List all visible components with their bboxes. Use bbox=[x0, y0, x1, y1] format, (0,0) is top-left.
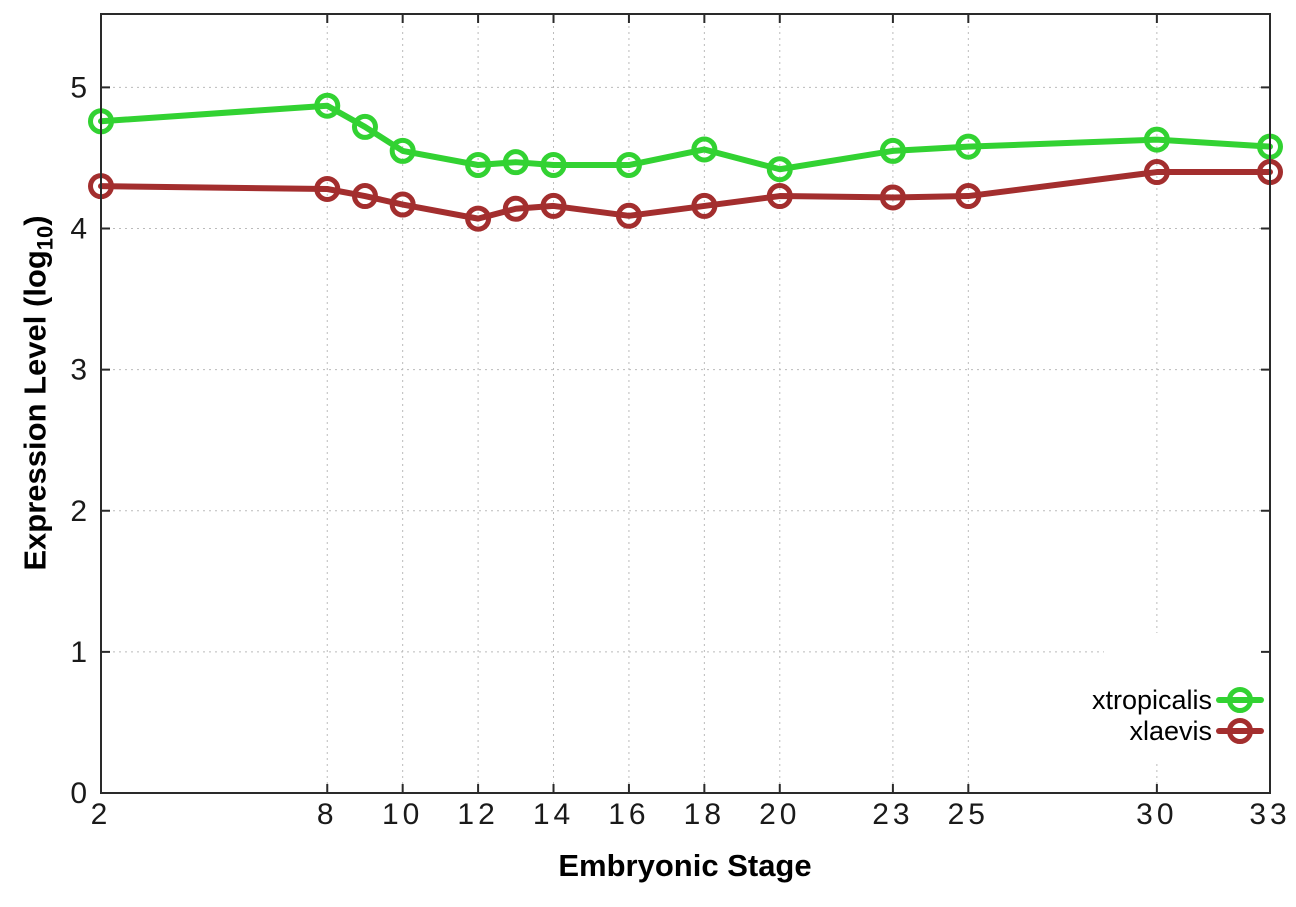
data-point-xtropicalis bbox=[502, 149, 529, 176]
legend-sample-marker-xtropicalis bbox=[1227, 687, 1253, 713]
x-tick-label: 23 bbox=[872, 798, 913, 831]
y-tick-label: 4 bbox=[70, 213, 87, 246]
x-tick-label: 20 bbox=[759, 798, 800, 831]
legend-sample-marker-xlaevis bbox=[1227, 718, 1253, 744]
data-point-xlaevis bbox=[465, 205, 492, 232]
data-point-xlaevis bbox=[314, 175, 341, 202]
data-point-xtropicalis bbox=[389, 137, 416, 164]
y-tick-label: 2 bbox=[70, 495, 87, 528]
data-point-xtropicalis bbox=[1143, 126, 1170, 153]
data-point-xlaevis bbox=[389, 191, 416, 218]
x-tick-label: 14 bbox=[533, 798, 574, 831]
x-tick-label: 12 bbox=[457, 798, 498, 831]
y-axis-title-subscript: 10 bbox=[32, 225, 58, 251]
data-point-xlaevis bbox=[955, 183, 982, 210]
y-tick-label: 1 bbox=[70, 636, 87, 669]
data-point-xtropicalis bbox=[955, 133, 982, 160]
data-point-xlaevis bbox=[502, 195, 529, 222]
data-point-xtropicalis bbox=[540, 152, 567, 179]
data-point-xlaevis bbox=[691, 192, 718, 219]
x-tick-label: 10 bbox=[382, 798, 423, 831]
data-point-xlaevis bbox=[1143, 159, 1170, 186]
legend-label-xtropicalis: xtropicalis bbox=[1092, 685, 1212, 715]
data-point-xtropicalis bbox=[615, 152, 642, 179]
x-tick-label: 2 bbox=[91, 798, 112, 831]
series-line-xlaevis bbox=[98, 169, 1273, 222]
data-point-xlaevis bbox=[351, 183, 378, 210]
data-point-xtropicalis bbox=[766, 156, 793, 183]
x-tick-label: 16 bbox=[608, 798, 649, 831]
series-line-xtropicalis bbox=[98, 102, 1273, 173]
data-point-xtropicalis bbox=[879, 137, 906, 164]
data-point-xtropicalis bbox=[351, 113, 378, 140]
data-point-xlaevis bbox=[540, 192, 567, 219]
data-point-xlaevis bbox=[766, 183, 793, 210]
x-axis-title: Embryonic Stage bbox=[558, 848, 812, 883]
plot-border bbox=[100, 13, 1271, 794]
x-tick-label: 30 bbox=[1136, 798, 1177, 831]
data-point-xtropicalis bbox=[465, 152, 492, 179]
legend-label-xlaevis: xlaevis bbox=[1129, 716, 1212, 746]
y-tick-label: 5 bbox=[70, 71, 87, 104]
data-point-xlaevis bbox=[615, 202, 642, 229]
x-tick-label: 33 bbox=[1249, 798, 1290, 831]
x-tick-label: 8 bbox=[317, 798, 338, 831]
x-tick-label: 18 bbox=[684, 798, 725, 831]
y-axis-title-suffix: ) bbox=[17, 215, 53, 226]
x-tick-label: 25 bbox=[948, 798, 989, 831]
y-axis-title-text: Expression Level (log bbox=[17, 250, 53, 571]
y-axis-title: Expression Level (log10) bbox=[17, 215, 58, 570]
data-point-xlaevis bbox=[879, 184, 906, 211]
y-tick-label: 3 bbox=[70, 354, 87, 387]
data-point-xtropicalis bbox=[314, 92, 341, 119]
data-point-xtropicalis bbox=[691, 136, 718, 163]
y-tick-label: 0 bbox=[70, 777, 87, 810]
